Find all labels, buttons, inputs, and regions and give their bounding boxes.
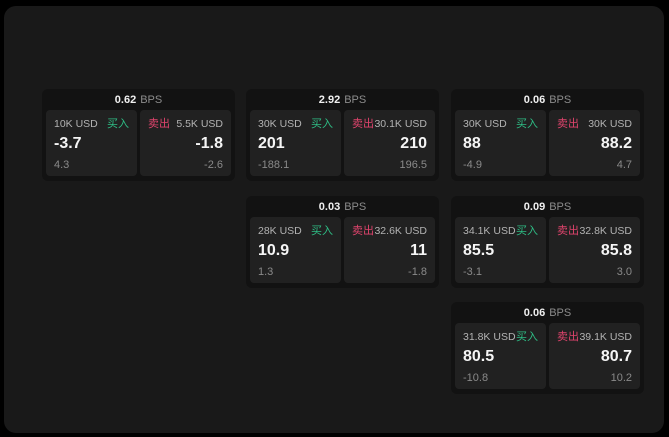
sell-amount: 32.8K USD: [579, 225, 632, 237]
quote-card-4: 0.03 BPS 28K USD 买入 10.9 1.3 卖出 32.6K US…: [246, 196, 439, 288]
buy-amount: 28K USD: [258, 225, 302, 237]
card-header: 0.09 BPS: [455, 196, 640, 217]
buy-sub-value: 4.3: [54, 159, 70, 171]
sell-side-label: 卖出: [352, 118, 374, 130]
sell-side-label: 卖出: [148, 118, 170, 130]
quote-card-3: 0.06 BPS 30K USD 买入 88 -4.9 卖出 30K USD: [451, 89, 644, 181]
card-header: 0.03 BPS: [250, 196, 435, 217]
quote-tiles: 30K USD 买入 88 -4.9 卖出 30K USD 88.2 4.7: [455, 110, 640, 176]
sell-sub-value: 3.0: [616, 266, 632, 278]
buy-sub-value: -10.8: [463, 372, 489, 384]
quote-card-6: 0.06 BPS 31.8K USD 买入 80.5 -10.8 卖出 39.1…: [451, 302, 644, 394]
buy-amount: 10K USD: [54, 118, 98, 130]
buy-price: 85.5: [463, 242, 495, 259]
buy-side-label: 买入: [311, 118, 333, 130]
sell-price: 85.8: [600, 242, 632, 259]
sell-tile[interactable]: 卖出 32.8K USD 85.8 3.0: [549, 217, 640, 283]
buy-price: -3.7: [54, 135, 82, 152]
sell-side-label: 卖出: [557, 118, 579, 130]
buy-sub-value: 1.3: [258, 266, 274, 278]
sell-side-label: 卖出: [557, 331, 579, 343]
buy-side-label: 买入: [516, 331, 538, 343]
buy-side-label: 买入: [107, 118, 129, 130]
buy-price: 88: [463, 135, 481, 152]
sell-sub-value: 10.2: [610, 372, 632, 384]
sell-amount: 30K USD: [588, 118, 632, 130]
quote-tiles: 34.1K USD 买入 85.5 -3.1 卖出 32.8K USD 85.8…: [455, 217, 640, 283]
bps-value: 0.06: [523, 306, 546, 319]
bps-unit-label: BPS: [140, 93, 163, 106]
quote-tiles: 30K USD 买入 201 -188.1 卖出 30.1K USD 210 1…: [250, 110, 435, 176]
buy-tile[interactable]: 30K USD 买入 201 -188.1: [250, 110, 341, 176]
quote-card-2: 2.92 BPS 30K USD 买入 201 -188.1 卖出 30.1K …: [246, 89, 439, 181]
bps-unit-label: BPS: [549, 93, 572, 106]
sell-price: -1.8: [195, 135, 223, 152]
sell-tile[interactable]: 卖出 32.6K USD 11 -1.8: [344, 217, 435, 283]
bps-unit-label: BPS: [549, 306, 572, 319]
sell-sub-value: 4.7: [616, 159, 632, 171]
quote-card-1: 0.62 BPS 10K USD 买入 -3.7 4.3 卖出 5.5K USD: [42, 89, 235, 181]
buy-sub-value: -4.9: [463, 159, 482, 171]
buy-sub-value: -3.1: [463, 266, 482, 278]
bps-value: 0.09: [523, 200, 546, 213]
sell-tile[interactable]: 卖出 30.1K USD 210 196.5: [344, 110, 435, 176]
card-header: 2.92 BPS: [250, 89, 435, 110]
buy-amount: 30K USD: [463, 118, 507, 130]
bps-unit-label: BPS: [344, 93, 367, 106]
sell-side-label: 卖出: [557, 225, 579, 237]
bps-unit-label: BPS: [344, 200, 367, 213]
buy-side-label: 买入: [311, 225, 333, 237]
sell-price: 80.7: [600, 348, 632, 365]
sell-tile[interactable]: 卖出 30K USD 88.2 4.7: [549, 110, 640, 176]
bps-value: 0.06: [523, 93, 546, 106]
buy-sub-value: -188.1: [258, 159, 290, 171]
buy-amount: 31.8K USD: [463, 331, 516, 343]
quote-tiles: 31.8K USD 买入 80.5 -10.8 卖出 39.1K USD 80.…: [455, 323, 640, 389]
card-header: 0.62 BPS: [46, 89, 231, 110]
sell-amount: 30.1K USD: [374, 118, 427, 130]
sell-sub-value: -1.8: [408, 266, 427, 278]
buy-side-label: 买入: [516, 118, 538, 130]
buy-amount: 34.1K USD: [463, 225, 516, 237]
buy-tile[interactable]: 28K USD 买入 10.9 1.3: [250, 217, 341, 283]
bps-value: 0.03: [318, 200, 341, 213]
quote-card-5: 0.09 BPS 34.1K USD 买入 85.5 -3.1 卖出 32.8K…: [451, 196, 644, 288]
bps-value: 2.92: [318, 93, 341, 106]
sell-tile[interactable]: 卖出 5.5K USD -1.8 -2.6: [140, 110, 231, 176]
buy-tile[interactable]: 34.1K USD 买入 85.5 -3.1: [455, 217, 546, 283]
sell-amount: 39.1K USD: [579, 331, 632, 343]
quote-tiles: 28K USD 买入 10.9 1.3 卖出 32.6K USD 11 -1.8: [250, 217, 435, 283]
sell-amount: 5.5K USD: [176, 118, 223, 130]
buy-tile[interactable]: 30K USD 买入 88 -4.9: [455, 110, 546, 176]
bps-unit-label: BPS: [549, 200, 572, 213]
sell-price: 210: [400, 135, 427, 152]
sell-price: 88.2: [600, 135, 632, 152]
sell-tile[interactable]: 卖出 39.1K USD 80.7 10.2: [549, 323, 640, 389]
sell-amount: 32.6K USD: [374, 225, 427, 237]
sell-sub-value: 196.5: [399, 159, 427, 171]
quote-tiles: 10K USD 买入 -3.7 4.3 卖出 5.5K USD -1.8 -2.…: [46, 110, 231, 176]
buy-price: 10.9: [258, 242, 290, 259]
sell-sub-value: -2.6: [204, 159, 223, 171]
buy-tile[interactable]: 10K USD 买入 -3.7 4.3: [46, 110, 137, 176]
buy-tile[interactable]: 31.8K USD 买入 80.5 -10.8: [455, 323, 546, 389]
buy-amount: 30K USD: [258, 118, 302, 130]
sell-price: 11: [410, 242, 427, 259]
buy-price: 80.5: [463, 348, 495, 365]
sell-side-label: 卖出: [352, 225, 374, 237]
buy-price: 201: [258, 135, 285, 152]
bps-value: 0.62: [114, 93, 137, 106]
buy-side-label: 买入: [516, 225, 538, 237]
card-header: 0.06 BPS: [455, 302, 640, 323]
app-background-panel: 0.62 BPS 10K USD 买入 -3.7 4.3 卖出 5.5K USD: [4, 6, 664, 433]
card-header: 0.06 BPS: [455, 89, 640, 110]
